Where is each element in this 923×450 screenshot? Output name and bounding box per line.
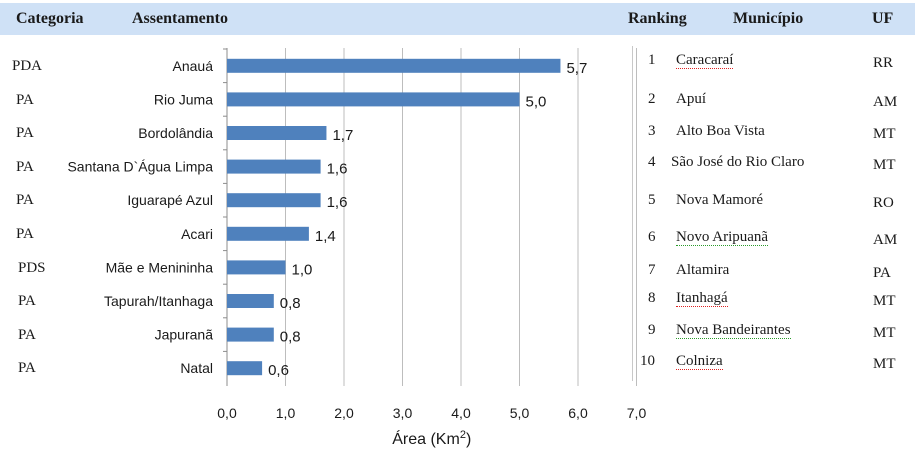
header-municipio: Município [733,10,804,27]
divider [632,46,633,381]
category-label: Acari [181,226,213,242]
municipio-name: Colniza [676,353,723,370]
bar [227,361,263,376]
header-categoria: Categoria [16,10,84,27]
uf-cell: RO [873,195,894,211]
category-label: Iguarapé Azul [127,192,213,208]
uf-cell: MT [873,356,896,372]
header-assentamento: Assentamento [132,10,228,27]
value-label: 5,7 [566,60,587,77]
bar [227,126,327,140]
x-tick-label: 4,0 [451,405,471,421]
uf-cell: MT [873,293,896,309]
value-label: 1,6 [327,194,348,211]
municipio-name: Altamira [676,262,730,278]
categoria-cell: PDS [18,259,46,276]
municipio-name: Caracaraí [676,52,734,69]
uf-cell: MT [873,157,896,173]
category-label: Santana D`Água Limpa [67,159,213,175]
uf-cell: AM [873,94,898,110]
bar [227,58,561,73]
category-label: Rio Juma [154,91,213,107]
x-tick-label: 1,0 [276,405,296,421]
value-label: 0,8 [280,329,301,346]
bar [227,226,309,241]
category-label: Tapurah/Itanhaga [104,293,213,309]
ranking-number: 9 [648,322,656,338]
uf-cell: MT [873,325,896,341]
municipio-name: Nova Mamoré [676,192,764,208]
bar [227,260,286,275]
header-ranking: Ranking [628,10,687,27]
x-tick-label: 6,0 [568,405,588,421]
ranking-number: 4 [648,154,656,170]
uf-cell: AM [873,232,898,248]
value-label: 1,0 [292,261,313,278]
ranking-number: 1 [648,52,656,68]
category-label: Natal [180,360,213,376]
ranking-number: 2 [648,91,656,107]
ranking-number: 6 [648,229,656,245]
value-label: 5,0 [526,93,547,110]
x-tick-label: 5,0 [510,405,530,421]
bar [227,159,321,174]
header-band [0,3,915,35]
categoria-cell: PA [18,326,36,343]
categoria-cell: PDA [12,58,43,74]
x-tick-label: 3,0 [393,405,413,421]
uf-cell: MT [873,126,896,142]
value-label: 1,6 [327,161,348,178]
category-label: Anauá [173,58,214,74]
x-axis-title: Área (Km2) [392,429,471,448]
ranking-number: 7 [648,262,656,278]
bar [227,193,321,208]
bar [227,294,274,308]
categoria-cell: PA [16,226,34,242]
value-label: 0,6 [268,362,289,379]
value-label: 1,7 [332,127,353,144]
ranking-number: 3 [648,123,656,139]
municipio-name: Apuí [676,91,706,107]
categoria-cell: PA [16,91,34,108]
bar [227,327,274,342]
category-label: Mãe e Menininha [106,259,214,275]
ranking-number: 5 [648,192,656,208]
category-label: Bordolândia [138,125,213,141]
categoria-cell: PA [16,158,34,175]
categoria-cell: PA [16,125,34,142]
categoria-cell: PA [18,293,36,310]
ranking-number: 10 [640,353,655,369]
category-label: Japuranã [155,327,214,343]
x-tick-label: 7,0 [627,405,647,421]
x-tick-label: 2,0 [334,405,354,421]
uf-cell: PA [873,265,891,281]
municipio-name: Novo Aripuanã [676,229,769,246]
ranking-number: 8 [648,290,656,306]
municipio-name: Alto Boa Vista [676,123,765,139]
header-uf: UF [872,10,894,27]
municipio-name: Itanhagá [676,290,728,307]
categoria-cell: PA [16,192,34,209]
x-tick-label: 0,0 [217,405,237,421]
categoria-cell: PA [18,360,36,377]
municipio-name: São José do Rio Claro [671,154,805,170]
value-label: 1,4 [315,228,336,245]
value-label: 0,8 [280,295,301,312]
municipio-name: Nova Bandeirantes [676,322,791,339]
uf-cell: RR [873,55,894,71]
bar [227,92,520,107]
